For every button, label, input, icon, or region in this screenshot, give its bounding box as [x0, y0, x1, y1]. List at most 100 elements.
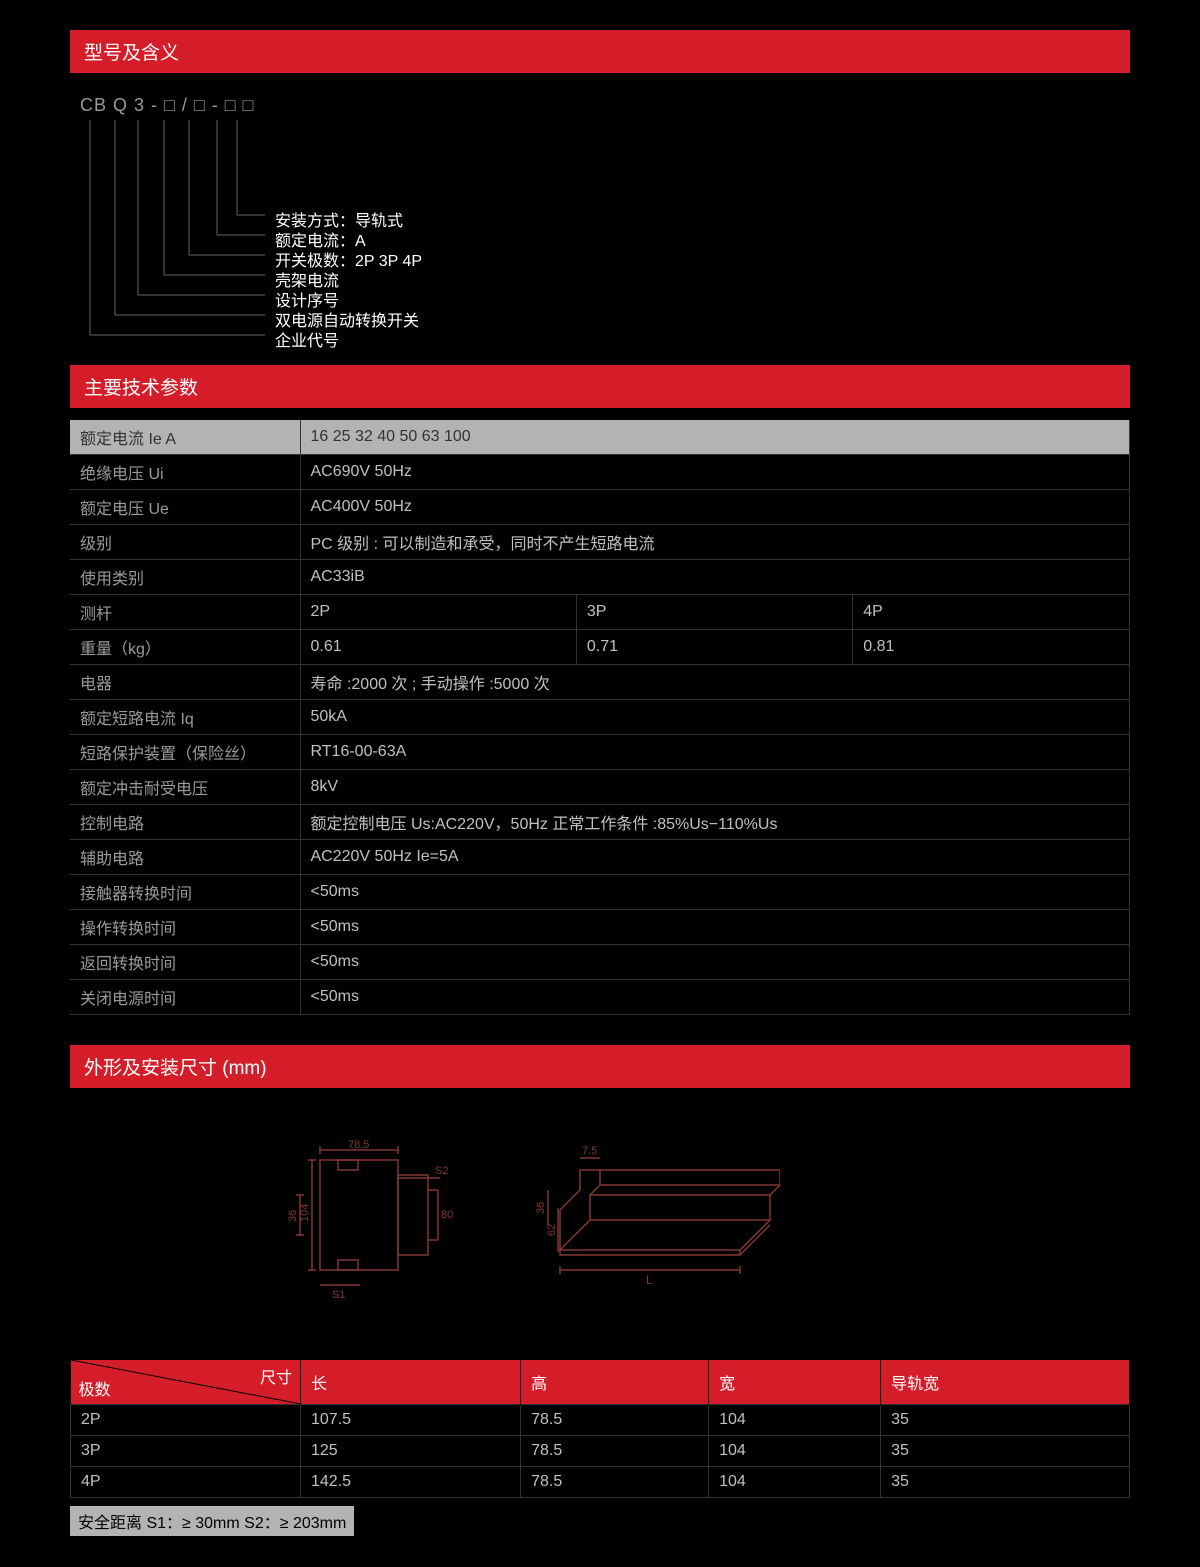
dim-val: 78.5	[521, 1435, 709, 1466]
spec-val: 4P	[853, 595, 1130, 630]
model-code: CB Q 3 - □ / □ - □ □	[80, 95, 255, 116]
drawing1: 78.5 80 36	[260, 1140, 460, 1310]
dim-val: 78.5	[521, 1404, 709, 1435]
spec-label: 绝缘电压 Ui	[70, 455, 300, 490]
spec-row: 额定冲击耐受电压8kV	[70, 770, 1130, 805]
spec-val: PC 级别 : 可以制造和承受，同时不产生短路电流	[300, 525, 1130, 560]
spec-row: 使用类别AC33iB	[70, 560, 1130, 595]
spec-row: 额定电压 UeAC400V 50Hz	[70, 490, 1130, 525]
model-label-6: 企业代号	[275, 327, 339, 351]
spec-val: 2P	[300, 595, 576, 630]
spec-val: <50ms	[300, 945, 1130, 980]
spec-row: 返回转换时间<50ms	[70, 945, 1130, 980]
spec-val: 3P	[576, 595, 852, 630]
dim-val: 35	[881, 1435, 1130, 1466]
dim-val: 104	[709, 1435, 881, 1466]
svg-text:7.5: 7.5	[582, 1145, 597, 1157]
spec-label: 控制电路	[70, 805, 300, 840]
dim-poles: 2P	[71, 1404, 301, 1435]
dim-row: 2P107.578.510435	[71, 1404, 1130, 1435]
spec-val: 50kA	[300, 700, 1130, 735]
spec-val: AC33iB	[300, 560, 1130, 595]
spec-val: RT16-00-63A	[300, 735, 1130, 770]
spec-val: AC400V 50Hz	[300, 490, 1130, 525]
spec-val: 0.61	[300, 630, 576, 665]
svg-text:S1: S1	[332, 1289, 345, 1301]
spec-val: 0.71	[576, 630, 852, 665]
spec-val: 0.81	[853, 630, 1130, 665]
spec-val: 16 25 32 40 50 63 100	[300, 420, 1130, 455]
dim-section: 78.5 80 36	[70, 1090, 1130, 1556]
spec-val: AC690V 50Hz	[300, 455, 1130, 490]
model-diagram-section: CB Q 3 - □ / □ - □ □	[70, 75, 1130, 365]
spec-label: 额定冲击耐受电压	[70, 770, 300, 805]
spec-row: 重量（kg）0.610.710.81	[70, 630, 1130, 665]
spec-row: 接触器转换时间<50ms	[70, 875, 1130, 910]
spec-row: 绝缘电压 UiAC690V 50Hz	[70, 455, 1130, 490]
spec-row: 额定电流 Ie A16 25 32 40 50 63 100	[70, 420, 1130, 455]
spec-label: 测杆	[70, 595, 300, 630]
dim-col-header: 长	[301, 1360, 521, 1404]
svg-text:62: 62	[546, 1224, 558, 1236]
svg-text:80: 80	[441, 1209, 453, 1221]
spec-label: 级别	[70, 525, 300, 560]
spec-val: 额定控制电压 Us:AC220V，50Hz 正常工作条件 :85%Us−110%…	[300, 805, 1130, 840]
dim-col-header: 高	[521, 1360, 709, 1404]
dim-val: 35	[881, 1466, 1130, 1497]
svg-text:36: 36	[287, 1210, 299, 1222]
svg-text:L: L	[646, 1273, 653, 1287]
dim-col-header: 导轨宽	[881, 1360, 1130, 1404]
spec-row: 额定短路电流 Iq50kA	[70, 700, 1130, 735]
dim-row: 4P142.578.510435	[71, 1466, 1130, 1497]
spec-row: 关闭电源时间<50ms	[70, 980, 1130, 1015]
spec-label: 使用类别	[70, 560, 300, 595]
dim-val: 104	[709, 1466, 881, 1497]
spec-row: 操作转换时间<50ms	[70, 910, 1130, 945]
safety-note: 安全距离 S1：≥ 30mm S2：≥ 203mm	[70, 1506, 354, 1536]
dim-val: 125	[301, 1435, 521, 1466]
spec-val: 寿命 :2000 次 ; 手动操作 :5000 次	[300, 665, 1130, 700]
dim-poles: 3P	[71, 1435, 301, 1466]
spec-label: 返回转换时间	[70, 945, 300, 980]
spec-label: 额定电流 Ie A	[70, 420, 300, 455]
dim-val: 78.5	[521, 1466, 709, 1497]
spec-label: 额定电压 Ue	[70, 490, 300, 525]
dim-val: 35	[881, 1404, 1130, 1435]
spec-label: 关闭电源时间	[70, 980, 300, 1015]
dim-table: 尺寸极数长高宽导轨宽2P107.578.5104353P12578.510435…	[70, 1360, 1130, 1498]
dim-row: 3P12578.510435	[71, 1435, 1130, 1466]
spec-table: 额定电流 Ie A16 25 32 40 50 63 100绝缘电压 UiAC6…	[70, 420, 1130, 1015]
section3-title: 外形及安装尺寸 (mm)	[70, 1045, 1130, 1088]
svg-text:78.5: 78.5	[348, 1140, 369, 1151]
spec-row: 电器寿命 :2000 次 ; 手动操作 :5000 次	[70, 665, 1130, 700]
spec-label: 电器	[70, 665, 300, 700]
spec-row: 级别PC 级别 : 可以制造和承受，同时不产生短路电流	[70, 525, 1130, 560]
spec-row: 控制电路额定控制电压 Us:AC220V，50Hz 正常工作条件 :85%Us−…	[70, 805, 1130, 840]
spec-label: 短路保护装置（保险丝）	[70, 735, 300, 770]
drawing2: 7.5 36 62 L	[520, 1140, 780, 1300]
section2-title: 主要技术参数	[70, 365, 1130, 408]
bracket-svg	[80, 120, 280, 350]
spec-row: 测杆2P3P4P	[70, 595, 1130, 630]
spec-val: <50ms	[300, 910, 1130, 945]
spec-row: 短路保护装置（保险丝）RT16-00-63A	[70, 735, 1130, 770]
dim-val: 142.5	[301, 1466, 521, 1497]
spec-label: 操作转换时间	[70, 910, 300, 945]
svg-text:S2: S2	[435, 1165, 448, 1177]
dim-header-diag: 尺寸极数	[71, 1360, 301, 1404]
spec-val: AC220V 50Hz Ie=5A	[300, 840, 1130, 875]
spec-label: 辅助电路	[70, 840, 300, 875]
spec-val: 8kV	[300, 770, 1130, 805]
spec-label: 额定短路电流 Iq	[70, 700, 300, 735]
spec-label: 重量（kg）	[70, 630, 300, 665]
spec-label: 接触器转换时间	[70, 875, 300, 910]
svg-text:104: 104	[299, 1204, 311, 1222]
spec-row: 辅助电路AC220V 50Hz Ie=5A	[70, 840, 1130, 875]
spec-val: <50ms	[300, 980, 1130, 1015]
svg-text:36: 36	[535, 1202, 547, 1214]
dim-val: 104	[709, 1404, 881, 1435]
section1-title: 型号及含义	[70, 30, 1130, 73]
dim-poles: 4P	[71, 1466, 301, 1497]
dim-val: 107.5	[301, 1404, 521, 1435]
spec-val: <50ms	[300, 875, 1130, 910]
